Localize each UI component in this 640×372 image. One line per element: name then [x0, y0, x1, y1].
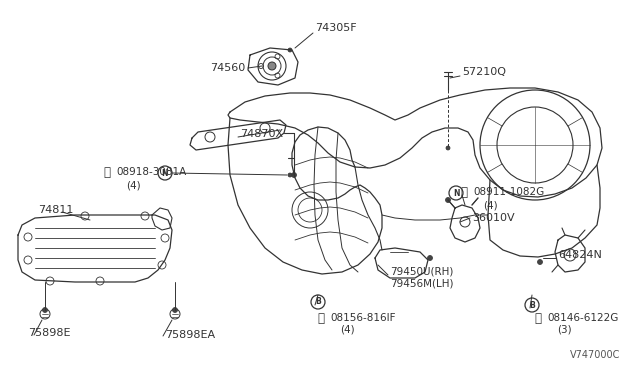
Circle shape — [428, 256, 433, 260]
Text: 36010V: 36010V — [472, 213, 515, 223]
Text: 75898E: 75898E — [28, 328, 70, 338]
Circle shape — [173, 308, 177, 312]
Circle shape — [288, 173, 292, 177]
Circle shape — [268, 62, 276, 70]
Text: 74870X: 74870X — [240, 129, 283, 139]
Text: 75898EA: 75898EA — [165, 330, 215, 340]
Text: 74305F: 74305F — [315, 23, 356, 33]
Text: 74560: 74560 — [210, 63, 245, 73]
Text: Ⓑ: Ⓑ — [317, 311, 324, 324]
Circle shape — [42, 308, 47, 312]
Text: Ⓝ: Ⓝ — [103, 166, 110, 179]
Text: 64824N: 64824N — [558, 250, 602, 260]
Text: (4): (4) — [483, 200, 498, 210]
Text: 08918-3081A: 08918-3081A — [116, 167, 186, 177]
Text: (4): (4) — [126, 180, 141, 190]
Text: 08911-1082G: 08911-1082G — [473, 187, 544, 197]
Text: 74811: 74811 — [38, 205, 74, 215]
Text: Ⓝ: Ⓝ — [460, 186, 467, 199]
Text: 08146-6122G: 08146-6122G — [547, 313, 618, 323]
Text: (3): (3) — [557, 325, 572, 335]
Circle shape — [538, 260, 543, 264]
Text: B: B — [315, 298, 321, 307]
Circle shape — [288, 48, 292, 52]
Circle shape — [446, 146, 450, 150]
Text: (4): (4) — [340, 325, 355, 335]
Text: B: B — [529, 301, 535, 310]
Circle shape — [291, 173, 296, 177]
Text: N: N — [162, 169, 168, 177]
Circle shape — [445, 198, 451, 202]
Text: Ⓑ: Ⓑ — [534, 311, 541, 324]
Text: 79456M(LH): 79456M(LH) — [390, 279, 454, 289]
Text: V747000C: V747000C — [570, 350, 620, 360]
Text: 57210Q: 57210Q — [462, 67, 506, 77]
Text: 08156-816IF: 08156-816IF — [330, 313, 396, 323]
Text: N: N — [452, 189, 460, 198]
Text: 79450U(RH): 79450U(RH) — [390, 267, 453, 277]
